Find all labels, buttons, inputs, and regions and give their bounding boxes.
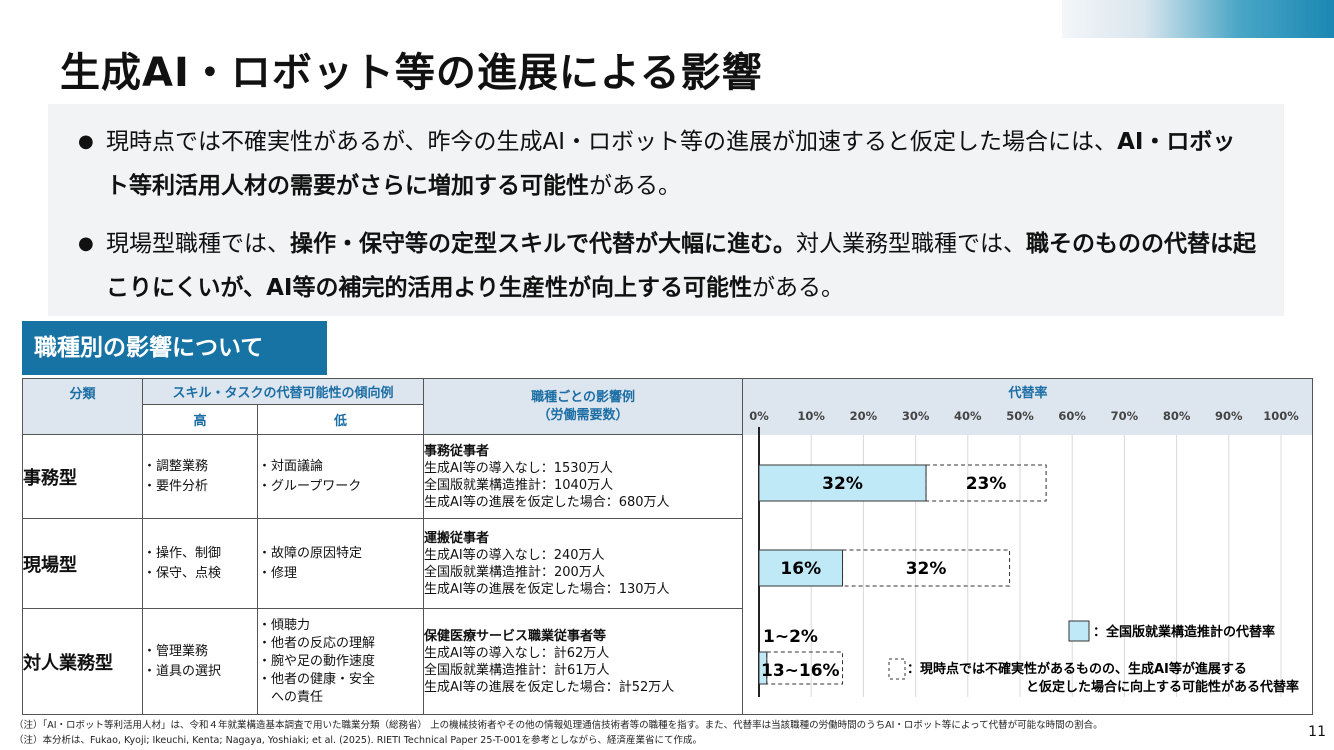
bar-solid <box>758 464 927 502</box>
page-number: 11 <box>1308 724 1326 740</box>
x-tick-label: 70% <box>1111 409 1139 423</box>
legend-label-solid: ：全国版就業構造推計の代替率 <box>1093 624 1275 640</box>
skill-high: ・調整業務 ・要件分析 <box>142 434 258 519</box>
legend-swatch-dashed <box>888 658 906 680</box>
x-tick-label: 90% <box>1215 409 1243 423</box>
bar-label: 32% <box>906 559 947 579</box>
bar-dashed <box>925 464 1047 502</box>
bar-dashed <box>766 651 844 685</box>
section-label: 職種別の影響について <box>22 321 327 375</box>
x-tick-label: 50% <box>1006 409 1034 423</box>
summary-box: ● 現時点では不確実性があるが、昨今の生成AI・ロボット等の進展が加速すると仮定… <box>48 104 1284 316</box>
x-tick-label: 20% <box>850 409 878 423</box>
bullet-1: ● 現時点では不確実性があるが、昨今の生成AI・ロボット等の進展が加速すると仮定… <box>78 120 1258 208</box>
table-row: 現場型 ・操作、制御 ・保守、点検 ・故障の原因特定 ・修理 運搬従事者 生成A… <box>22 518 1313 609</box>
impact-example: 事務従事者 生成AI等の導入なし：1530万人 全国版就業構造推計：1040万人… <box>423 434 744 519</box>
bar-label: 16% <box>780 559 821 579</box>
x-tick-label: 80% <box>1163 409 1191 423</box>
bar-label: 13~16% <box>761 661 840 681</box>
impact-example: 運搬従事者 生成AI等の導入なし：240万人 全国版就業構造推計：200万人 生… <box>423 518 744 609</box>
bar-dashed <box>842 549 1011 587</box>
legend-label-dashed: ：現時点では不確実性があるものの、生成AI等が進展する <box>907 661 1247 677</box>
header-decoration <box>1062 0 1334 38</box>
header-example: 職種ごとの影響例 （労働需要数） <box>423 378 744 435</box>
x-tick-label: 10% <box>797 409 825 423</box>
page-title: 生成AI・ロボット等の進展による影響 <box>60 50 763 96</box>
bar-solid <box>758 549 844 587</box>
header-category: 分類 <box>22 378 143 435</box>
bullet-dot-icon: ● <box>78 131 94 152</box>
footnote-1: （注）「AI・ロボット等利活用人材」は、令和４年就業構造基本調査で用いた職業分類… <box>14 720 1103 731</box>
category-label: 現場型 <box>22 518 143 609</box>
category-label: 対人業務型 <box>22 608 143 715</box>
bullet-2: ● 現場型職種では、操作・保守等の定型スキルで代替が大幅に進む。対人業務型職種で… <box>78 222 1258 310</box>
chart-title: 代替率 <box>1008 385 1048 401</box>
x-tick-label: 30% <box>902 409 930 423</box>
legend-swatch-solid <box>1068 620 1090 642</box>
skill-low: ・対面議論 ・グループワーク <box>256 434 425 519</box>
skill-high: ・操作、制御 ・保守、点検 <box>142 518 258 609</box>
bar-label: 1~2% <box>763 627 818 647</box>
legend-label-dashed-2: と仮定した場合に向上する可能性がある代替率 <box>1026 679 1299 695</box>
x-tick-label: 0% <box>749 409 769 423</box>
bar-label: 32% <box>822 474 863 494</box>
bullet-dot-icon: ● <box>78 233 94 254</box>
impact-table: 分類 スキル・タスクの代替可能性の傾向例 職種ごとの影響例 （労働需要数） 代替… <box>22 378 1314 715</box>
table-row: 対人業務型 ・管理業務 ・道具の選択 ・傾聴力 ・他者の反応の理解 ・腕や足の動… <box>22 608 1313 715</box>
header-high: 高 <box>142 404 258 435</box>
rate-chart: 代替率 0% 10% 20% 30% 40% 50% 60% 70% 80% 90% 100% 32% 2… <box>749 385 1299 697</box>
x-tick-label: 100% <box>1263 409 1299 423</box>
footnote-2: （注）本分析は、Fukao, Kyoji; Ikeuchi, Kenta; Na… <box>14 735 702 746</box>
category-label: 事務型 <box>22 434 143 519</box>
skill-high: ・管理業務 ・道具の選択 <box>142 608 258 715</box>
bar-label: 23% <box>966 474 1007 494</box>
x-tick-label: 40% <box>954 409 982 423</box>
header-skill: スキル・タスクの代替可能性の傾向例 <box>141 378 425 405</box>
impact-example: 保健医療サービス職業従事者等 生成AI等の導入なし：計62万人 全国版就業構造推… <box>423 608 744 715</box>
x-tick-label: 60% <box>1058 409 1086 423</box>
skill-low: ・傾聴力 ・他者の反応の理解 ・腕や足の動作速度 ・他者の健康・安全 への責任 <box>256 608 425 715</box>
header-low: 低 <box>256 404 425 435</box>
chart-cell: 代替率 0% 10% 20% 30% 40% 50% 60% 70% 80% 90% 100% 32% 2… <box>742 378 1314 715</box>
skill-low: ・故障の原因特定 ・修理 <box>256 518 425 609</box>
